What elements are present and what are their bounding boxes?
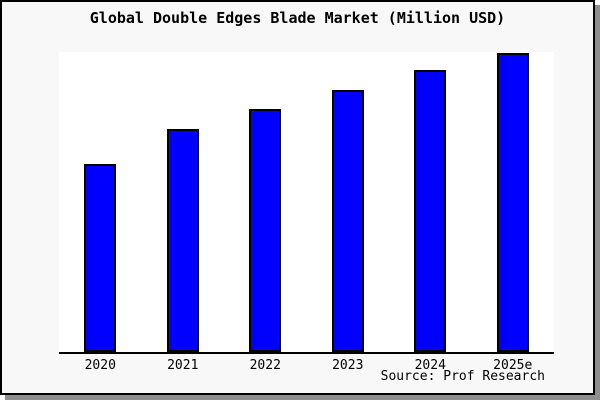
x-tick-label-2020: 2020 [84,358,116,373]
bar-slot-2020 [59,52,142,352]
source-attribution: Source: Prof Research [380,369,545,384]
bar-slot-2024 [389,52,472,352]
bar-2023 [331,90,364,352]
chart-frame: Global Double Edges Blade Market (Millio… [0,0,595,395]
x-axis-labels: 2020 2021 2022 2023 2024 2025e [59,358,554,373]
x-tick-label-2025e: 2025e [493,358,533,373]
bar-slot-2022 [224,52,307,352]
plot-area [59,52,554,354]
bar-2025e [496,53,529,352]
x-tick-label-2021: 2021 [167,358,199,373]
bar-slot-2023 [307,52,390,352]
x-tick-label-2024: 2024 [414,358,446,373]
bar-slot-2021 [142,52,225,352]
bar-2024 [414,70,447,352]
bar-2022 [249,109,282,352]
x-tick-label-2022: 2022 [249,358,281,373]
bar-2021 [166,129,199,352]
bars-container [59,52,554,352]
bar-slot-2025e [472,52,555,352]
chart-title: Global Double Edges Blade Market (Millio… [89,9,506,27]
bar-2020 [84,164,117,352]
x-tick-label-2023: 2023 [332,358,364,373]
